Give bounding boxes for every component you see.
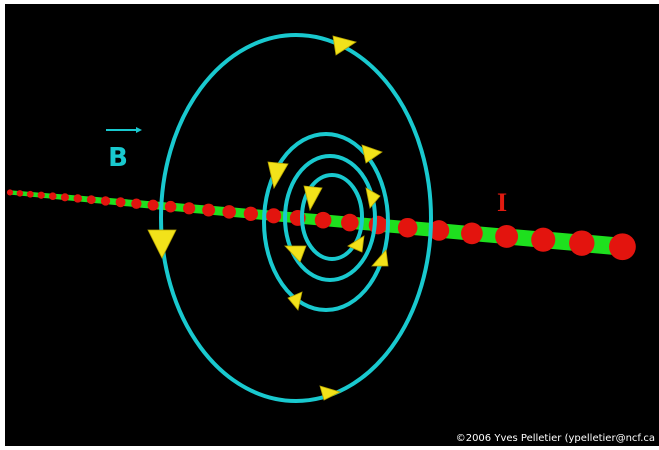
wire-bead — [202, 204, 215, 217]
wire-bead — [61, 193, 69, 201]
wire-bead — [609, 233, 636, 260]
wire-bead — [369, 216, 388, 235]
wire-bead — [341, 214, 359, 232]
wire-bead — [131, 198, 141, 208]
wire-bead — [17, 190, 24, 197]
wire-bead — [495, 225, 518, 248]
wire-bead — [461, 223, 483, 245]
wire-bead — [569, 230, 594, 255]
field-label: B — [108, 143, 128, 173]
wire-bead — [315, 212, 332, 229]
wire-bead — [398, 218, 418, 238]
current-label: I — [497, 188, 507, 217]
wire-bead — [38, 192, 45, 199]
wire-bead — [266, 208, 281, 223]
wire-bead — [101, 196, 110, 205]
scene: B I ©2006 Yves Pelletier (ypelletier@ncf… — [0, 0, 659, 450]
wire-bead — [148, 200, 159, 211]
wire-bead — [222, 205, 236, 219]
wire-bead — [49, 192, 57, 200]
wire-bead — [74, 194, 82, 202]
wire-bead — [7, 189, 13, 195]
wire-bead — [531, 228, 555, 252]
wire-bead — [27, 191, 34, 198]
wire-bead — [244, 207, 258, 221]
wire-bead — [165, 201, 177, 213]
credit: ©2006 Yves Pelletier (ypelletier@ncf.ca — [456, 433, 655, 444]
wire-bead — [87, 195, 96, 204]
wire-bead — [116, 197, 126, 207]
wire-bead — [183, 202, 195, 214]
